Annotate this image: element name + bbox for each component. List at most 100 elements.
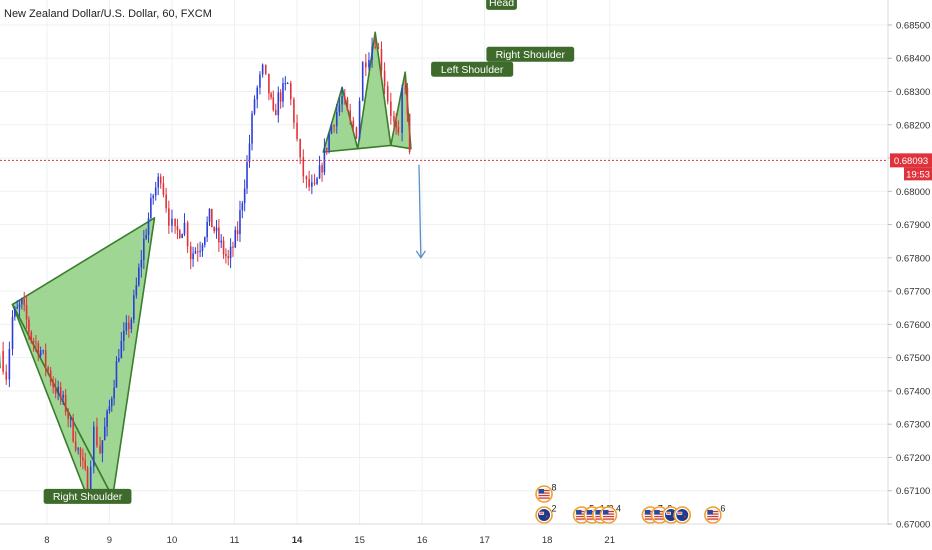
x-tick-label: 14: [292, 535, 303, 546]
candle-body: [259, 74, 261, 88]
pattern-label-text: Right Shoulder: [53, 491, 123, 503]
candle-body: [395, 121, 397, 128]
candle-body: [159, 176, 162, 184]
pattern-label: Left Shoulder: [431, 61, 514, 77]
candle-body: [103, 426, 106, 441]
candle-body: [277, 92, 280, 116]
candle-body: [234, 230, 237, 248]
candle-body: [289, 83, 292, 100]
candle-body: [157, 176, 160, 188]
candle-body: [352, 120, 355, 128]
pattern-label-text: Head: [489, 0, 514, 9]
candle-body: [140, 259, 143, 268]
candle-body: [335, 112, 338, 127]
candle-body: [42, 350, 44, 352]
forecast-arrow: [415, 164, 426, 260]
event-flag[interactable]: 4: [599, 504, 621, 524]
candle-body: [93, 426, 95, 467]
candle-body: [302, 157, 305, 177]
candle-body: [57, 386, 59, 394]
candle-body: [355, 127, 358, 139]
candle-body: [147, 217, 150, 236]
candle-body: [261, 64, 264, 75]
candle-body: [206, 221, 208, 238]
candle-body: [408, 113, 411, 153]
candle-body: [194, 251, 197, 254]
candle-body: [377, 47, 380, 49]
pattern-label: Right Shoulder: [486, 46, 575, 62]
candle-body: [138, 267, 140, 285]
candle-body: [279, 92, 282, 102]
y-tick-label: 0.68000: [896, 187, 930, 198]
candle-body: [62, 394, 64, 398]
candle-body: [108, 406, 111, 412]
event-flag[interactable]: 8: [535, 483, 557, 503]
candle-body: [393, 115, 395, 122]
event-flag[interactable]: 6: [704, 504, 726, 524]
candle-body: [305, 176, 308, 180]
y-tick-label: 0.67900: [896, 220, 930, 231]
candle-body: [154, 187, 157, 196]
candle-body: [196, 251, 199, 253]
candle-body: [125, 322, 128, 331]
candle-body: [239, 210, 241, 235]
y-tick-label: 0.67300: [896, 420, 930, 431]
y-tick-label: 0.67100: [896, 486, 930, 497]
event-flags[interactable]: 8251424726: [535, 483, 726, 524]
event-flag[interactable]: 2: [535, 504, 557, 524]
candle-body: [96, 426, 98, 446]
candle-body: [211, 208, 213, 228]
candle-body: [333, 125, 335, 127]
event-flag-count: 8: [552, 483, 557, 493]
candle-body: [18, 304, 21, 308]
x-tick-label: 11: [230, 535, 240, 546]
candle-body: [106, 411, 108, 427]
x-tick-label: 21: [604, 535, 615, 546]
price-badge: 0.68093 19:53: [890, 153, 932, 181]
candle-body: [325, 147, 328, 151]
candle-body: [361, 62, 364, 101]
candle-body: [311, 182, 313, 187]
candle-body: [318, 165, 321, 179]
pattern-label-bg: [486, 46, 575, 62]
candle-body: [213, 227, 215, 232]
forecast-arrow-head: [415, 250, 426, 260]
candle-body: [133, 295, 135, 320]
candle-body: [64, 394, 67, 413]
chart-title: New Zealand Dollar/U.S. Dollar, 60, FXCM: [4, 8, 212, 20]
y-tick-label: 0.67200: [896, 453, 930, 464]
candle-body: [44, 350, 47, 368]
y-tick-label: 0.68200: [896, 120, 930, 131]
candle-body: [16, 307, 18, 309]
y-tick-label: 0.68300: [896, 87, 930, 98]
candle-body: [135, 284, 138, 296]
price-badge-price: 0.68093: [894, 156, 928, 167]
candle-body: [383, 70, 386, 87]
candle-body: [89, 466, 92, 494]
x-tick-label: 9: [107, 535, 112, 546]
pattern-labels: Head Left Shoulder Right Shoulder Right Sho…: [43, 0, 575, 504]
price-badge-price-bg: [890, 153, 932, 168]
pattern-label-bg: [431, 61, 514, 77]
candle-body: [30, 331, 33, 341]
candle-body: [274, 109, 277, 116]
candle-body: [165, 194, 167, 209]
time-axis[interactable]: 8 9 10 11 14 15 16 17 18 21: [44, 535, 615, 546]
candle-body: [52, 381, 54, 388]
candle-body: [264, 64, 267, 74]
candle-body: [406, 87, 409, 114]
candle-body: [218, 227, 220, 243]
candle-body: [74, 441, 77, 450]
candle-body: [2, 350, 4, 372]
x-tick-label: 10: [167, 535, 178, 546]
candles-layer: [2, 36, 411, 496]
event-flag[interactable]: [673, 506, 692, 524]
candle-body: [162, 183, 165, 195]
candle-body: [47, 367, 49, 371]
candle-body: [204, 237, 206, 245]
candle-body: [49, 370, 52, 382]
candle-body: [118, 358, 120, 362]
candle-body: [227, 256, 230, 259]
candle-body: [86, 468, 89, 494]
